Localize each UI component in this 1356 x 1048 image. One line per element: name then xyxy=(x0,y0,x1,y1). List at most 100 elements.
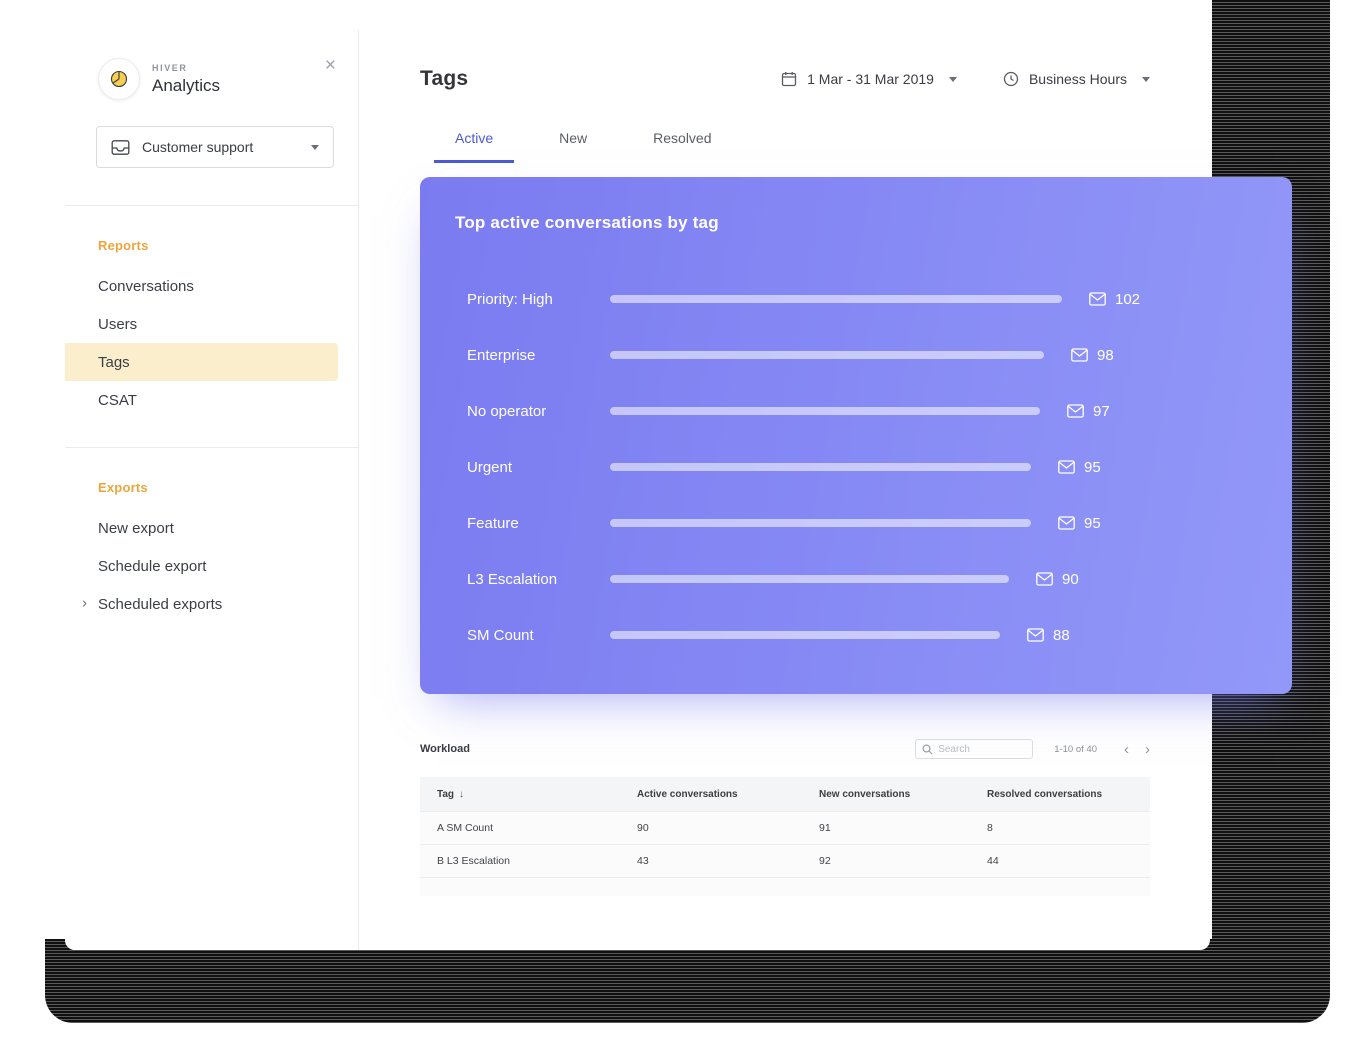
workload-toolbar: Workload 1-10 of 40 ‹ › xyxy=(420,738,1150,760)
date-range-picker[interactable]: 1 Mar - 31 Mar 2019 xyxy=(781,71,957,87)
sidebar-item-new-export[interactable]: New export xyxy=(98,519,174,537)
table-footer-empty xyxy=(420,877,1150,896)
column-header-active-conversations[interactable]: Active conversations xyxy=(637,788,738,800)
page-header: Tags 1 Mar - 31 Mar 2019 xyxy=(420,66,1150,92)
column-header-tag[interactable]: Tag ↓ xyxy=(420,789,620,800)
chart-row-label: L3 Escalation xyxy=(467,570,558,588)
envelope-icon xyxy=(1058,460,1075,474)
sidebar-divider xyxy=(65,447,358,448)
header-controls: 1 Mar - 31 Mar 2019 Business Hours xyxy=(781,71,1150,87)
inbox-icon xyxy=(111,139,130,156)
chart-row-label: No operator xyxy=(467,402,547,420)
chevron-right-icon[interactable]: › xyxy=(1145,740,1150,758)
exports-section: Exports New export Schedule export › Sch… xyxy=(65,448,358,651)
table-cell: 44 xyxy=(987,855,999,867)
chevron-left-icon[interactable]: ‹ xyxy=(1124,740,1129,758)
chart-row-value: 88 xyxy=(1053,626,1070,644)
clock-icon xyxy=(1003,71,1019,87)
column-header-label: Tag xyxy=(437,788,455,800)
chevron-down-icon xyxy=(948,76,957,82)
logo-text: HIVER Analytics xyxy=(152,60,358,96)
chevron-down-icon xyxy=(1142,76,1150,82)
pagination-label: 1-10 of 40 xyxy=(1054,743,1097,755)
chart-row-value: 90 xyxy=(1062,570,1079,588)
close-icon[interactable]: × xyxy=(324,55,336,76)
chart-row-value: 102 xyxy=(1115,290,1141,308)
chart-bar xyxy=(610,519,1031,527)
chart-bar xyxy=(610,631,1000,639)
reports-section-label: Reports xyxy=(98,238,149,253)
envelope-icon xyxy=(1027,628,1044,642)
workload-table: Tag ↓ Active conversations New conversat… xyxy=(420,777,1150,896)
envelope-icon xyxy=(1071,348,1088,362)
chart-row: L3 Escalation 90 xyxy=(455,551,1292,607)
chart-bar xyxy=(610,407,1040,415)
table-row[interactable]: A SM Count 90 91 8 xyxy=(420,811,1150,844)
sidebar-divider xyxy=(65,205,358,206)
tab-new[interactable]: New xyxy=(559,130,588,146)
exports-section-label: Exports xyxy=(98,480,148,495)
chart-bar xyxy=(610,463,1031,471)
chevron-right-icon: › xyxy=(82,594,87,612)
tabs: Active New Resolved xyxy=(420,130,1150,163)
app-window: HIVER Analytics × Customer support Repor… xyxy=(65,30,1292,950)
hours-filter-label: Business Hours xyxy=(1028,71,1127,87)
chart-row: No operator 97 xyxy=(455,383,1292,439)
chart-bar xyxy=(610,295,1062,303)
calendar-icon xyxy=(781,71,797,87)
table-cell: 92 xyxy=(819,855,831,867)
column-header-resolved-conversations[interactable]: Resolved conversations xyxy=(987,788,1103,800)
sidebar-item-csat[interactable]: CSAT xyxy=(98,391,137,409)
chart-row-label: Priority: High xyxy=(467,290,553,308)
chart-row-value: 95 xyxy=(1084,458,1101,476)
search-box[interactable] xyxy=(915,739,1034,759)
chart-rows: Priority: High 102 Enterprise 98 No oper… xyxy=(455,271,1292,663)
chart-row-label: Urgent xyxy=(467,458,513,476)
table-row[interactable]: B L3 Escalation 43 92 44 xyxy=(420,844,1150,877)
reports-section: Reports Conversations Users Tags CSAT xyxy=(65,206,358,447)
chart-bar xyxy=(610,351,1044,359)
date-range-label: 1 Mar - 31 Mar 2019 xyxy=(807,71,934,87)
envelope-icon xyxy=(1067,404,1084,418)
chart-row: Feature 95 xyxy=(455,495,1292,551)
chart-row-label: SM Count xyxy=(467,626,534,644)
envelope-icon xyxy=(1089,292,1106,306)
chart-title: Top active conversations by tag xyxy=(455,213,719,232)
sidebar-item-tags[interactable]: Tags xyxy=(65,343,338,381)
search-input[interactable] xyxy=(938,743,1027,755)
table-cell: 91 xyxy=(819,822,831,834)
chart-bar xyxy=(610,575,1009,583)
tab-resolved[interactable]: Resolved xyxy=(653,130,712,146)
chart-row-label: Feature xyxy=(467,514,519,532)
hiver-logo xyxy=(98,58,140,100)
search-icon xyxy=(922,743,933,755)
chart-row: Enterprise 98 xyxy=(455,327,1292,383)
product-name: Analytics xyxy=(152,76,221,95)
chevron-down-icon xyxy=(311,144,319,150)
table-cell: A SM Count xyxy=(437,822,494,834)
sidebar-item-label: Scheduled exports xyxy=(98,595,223,613)
table-cell: B L3 Escalation xyxy=(437,855,510,867)
sidebar-item-scheduled-exports[interactable]: › Scheduled exports xyxy=(65,585,358,623)
brand-name: HIVER xyxy=(152,63,188,73)
sort-desc-icon: ↓ xyxy=(459,788,465,800)
chart-row: Urgent 95 xyxy=(455,439,1292,495)
mailbox-selector[interactable]: Customer support xyxy=(96,126,334,168)
logo-row: HIVER Analytics × xyxy=(65,30,358,108)
column-header-new-conversations[interactable]: New conversations xyxy=(819,788,911,800)
sidebar-item-users[interactable]: Users xyxy=(98,315,138,333)
pie-chart-icon xyxy=(110,70,128,88)
table-cell: 43 xyxy=(637,855,649,867)
page-title: Tags xyxy=(420,67,469,90)
chart-row-label: Enterprise xyxy=(467,346,536,364)
sidebar: HIVER Analytics × Customer support Repor… xyxy=(65,30,359,950)
table-cell: 90 xyxy=(637,822,649,834)
sidebar-item-schedule-export[interactable]: Schedule export xyxy=(98,557,207,575)
hours-filter[interactable]: Business Hours xyxy=(1003,71,1150,87)
chart-row-value: 95 xyxy=(1084,514,1101,532)
sidebar-item-conversations[interactable]: Conversations xyxy=(98,277,194,295)
table-header-row: Tag ↓ Active conversations New conversat… xyxy=(420,777,1150,811)
tab-active[interactable]: Active xyxy=(434,130,515,163)
table-body: A SM Count 90 91 8 B L3 Escalation 43 92… xyxy=(420,811,1150,877)
main-content: Tags 1 Mar - 31 Mar 2019 xyxy=(359,30,1292,950)
